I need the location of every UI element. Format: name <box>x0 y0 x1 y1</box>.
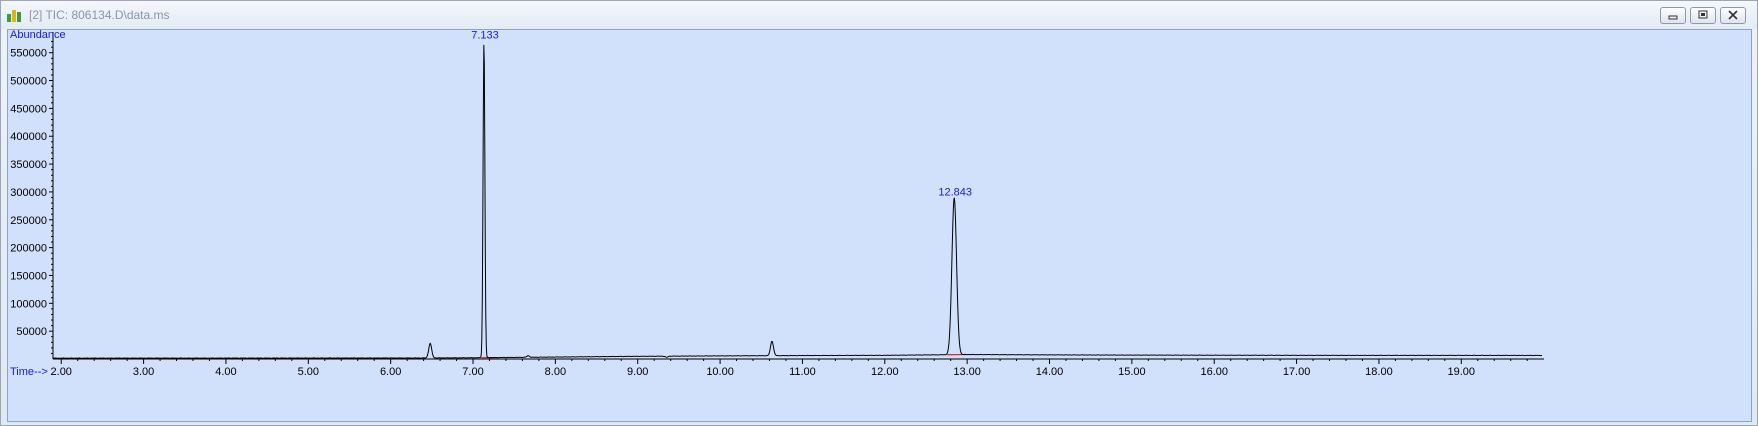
x-tick-label: 4.00 <box>215 366 236 378</box>
y-tick-label: 250000 <box>10 215 47 227</box>
peak-labels: 7.133 12.843 <box>471 30 972 199</box>
y-tick-label: 200000 <box>10 243 47 255</box>
x-tick-label: 13.00 <box>953 366 981 378</box>
x-tick-label: 19.00 <box>1448 366 1476 378</box>
x-tick-label: 5.00 <box>298 366 319 378</box>
x-tick-label: 7.00 <box>462 366 483 378</box>
x-tick-label: 2.00 <box>51 366 72 378</box>
x-tick-label: 8.00 <box>545 366 566 378</box>
chromatogram-app-icon <box>7 10 21 22</box>
close-button[interactable] <box>1720 7 1746 24</box>
x-tick-label: 14.00 <box>1036 366 1064 378</box>
tic-trace <box>52 44 1543 359</box>
chromatogram-chart[interactable]: 50000 100000 150000 200000 250000 300000 35000… <box>8 30 1751 421</box>
x-tick-label: 17.00 <box>1283 366 1311 378</box>
peak-label: 12.843 <box>938 187 972 199</box>
x-tick-label: 9.00 <box>627 366 648 378</box>
close-icon <box>1728 10 1738 20</box>
minimize-button[interactable] <box>1660 7 1686 24</box>
window-titlebar[interactable]: [2] TIC: 806134.D\data.ms <box>1 1 1757 29</box>
x-tick-label: 11.00 <box>789 366 816 378</box>
y-axis-label: Abundance <box>10 30 66 41</box>
x-tick-label: 10.00 <box>706 366 734 378</box>
x-axis-label: Time--> <box>10 366 48 378</box>
x-tick-label: 6.00 <box>380 366 401 378</box>
restore-button[interactable] <box>1690 7 1716 24</box>
minimize-icon <box>1668 15 1678 20</box>
y-tick-label: 450000 <box>10 103 47 115</box>
x-tick-label: 12.00 <box>871 366 899 378</box>
y-axis: 50000 100000 150000 200000 250000 300000 35000… <box>10 32 54 359</box>
y-tick-label: 150000 <box>10 270 47 282</box>
y-tick-label: 500000 <box>10 76 47 88</box>
x-tick-label: 3.00 <box>133 366 154 378</box>
window-title: [2] TIC: 806134.D\data.ms <box>29 8 170 22</box>
y-tick-label: 350000 <box>10 159 47 171</box>
y-tick-label: 300000 <box>10 187 47 199</box>
x-tick-label: 18.00 <box>1365 366 1393 378</box>
restore-icon <box>1698 10 1708 19</box>
y-tick-label: 550000 <box>10 48 47 60</box>
y-tick-label: 50000 <box>16 326 47 338</box>
x-axis: 2.00 3.00 4.00 5.00 6.00 7.00 8.00 9.00 10.00 11.… <box>51 358 1544 378</box>
y-tick-label: 100000 <box>10 298 47 310</box>
x-tick-label: 16.00 <box>1200 366 1228 378</box>
peak-label: 7.133 <box>471 30 499 41</box>
x-tick-label: 15.00 <box>1118 366 1146 378</box>
y-tick-label: 400000 <box>10 131 47 143</box>
plot-area[interactable]: 50000 100000 150000 200000 250000 300000 35000… <box>7 29 1752 422</box>
